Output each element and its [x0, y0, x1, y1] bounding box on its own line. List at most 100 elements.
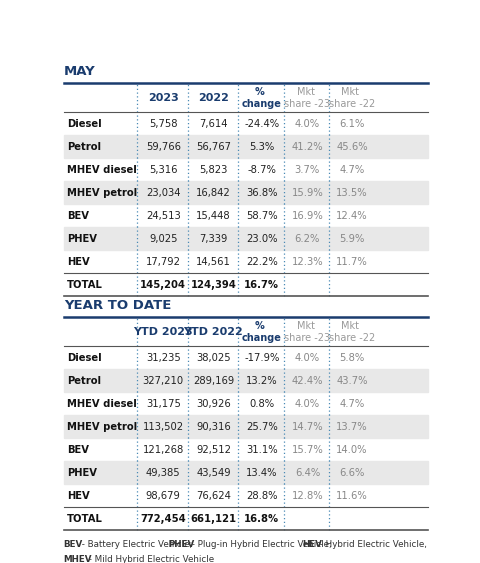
- Text: 3.7%: 3.7%: [295, 164, 320, 175]
- Text: 98,679: 98,679: [146, 490, 180, 501]
- Text: -8.7%: -8.7%: [247, 164, 276, 175]
- Text: 31.1%: 31.1%: [246, 445, 277, 455]
- Text: 11.6%: 11.6%: [336, 490, 368, 501]
- Bar: [64, 461, 428, 484]
- Text: 25.7%: 25.7%: [246, 422, 278, 432]
- Text: 9,025: 9,025: [149, 234, 178, 244]
- Text: 4.7%: 4.7%: [339, 164, 365, 175]
- Text: TOTAL: TOTAL: [67, 280, 103, 289]
- Text: 28.8%: 28.8%: [246, 490, 277, 501]
- Text: YEAR TO DATE: YEAR TO DATE: [64, 298, 171, 312]
- Text: Diesel: Diesel: [67, 119, 101, 129]
- Text: 121,268: 121,268: [143, 445, 184, 455]
- Text: 23,034: 23,034: [146, 187, 180, 198]
- Text: 14,561: 14,561: [196, 257, 231, 266]
- Text: 38,025: 38,025: [196, 353, 231, 363]
- Text: 4.0%: 4.0%: [295, 353, 320, 363]
- Bar: [64, 227, 428, 250]
- Text: 11.7%: 11.7%: [336, 257, 368, 266]
- Text: % 
change: % change: [242, 321, 282, 343]
- Text: 0.8%: 0.8%: [249, 399, 275, 409]
- Text: 13.2%: 13.2%: [246, 376, 277, 386]
- Text: 5,823: 5,823: [199, 164, 228, 175]
- Text: - Hybrid Electric Vehicle,: - Hybrid Electric Vehicle,: [317, 540, 427, 549]
- Text: Petrol: Petrol: [67, 142, 101, 151]
- Text: Petrol: Petrol: [67, 376, 101, 386]
- Text: 16.7%: 16.7%: [244, 280, 279, 289]
- Bar: [64, 181, 428, 204]
- Text: 5.3%: 5.3%: [249, 142, 275, 151]
- Text: MHEV: MHEV: [64, 555, 92, 563]
- Text: Mkt 
share -23: Mkt share -23: [284, 321, 330, 343]
- Text: 113,502: 113,502: [143, 422, 184, 432]
- Bar: [64, 135, 428, 158]
- Text: Mkt 
share -22: Mkt share -22: [329, 321, 375, 343]
- Text: 92,512: 92,512: [196, 445, 231, 455]
- Text: HEV: HEV: [67, 490, 89, 501]
- Bar: [64, 369, 428, 392]
- Text: -17.9%: -17.9%: [244, 353, 279, 363]
- Text: % 
change: % change: [242, 87, 282, 109]
- Text: 13.5%: 13.5%: [336, 187, 368, 198]
- Text: 6.4%: 6.4%: [295, 468, 320, 477]
- Text: PHEV: PHEV: [168, 540, 195, 549]
- Text: 42.4%: 42.4%: [292, 376, 323, 386]
- Text: PHEV: PHEV: [67, 468, 96, 477]
- Text: 124,394: 124,394: [191, 280, 236, 289]
- Text: 23.0%: 23.0%: [246, 234, 277, 244]
- Text: 49,385: 49,385: [146, 468, 180, 477]
- Text: 43,549: 43,549: [196, 468, 231, 477]
- Text: - Mild Hybrid Electric Vehicle: - Mild Hybrid Electric Vehicle: [86, 555, 214, 563]
- Text: BEV: BEV: [67, 211, 89, 221]
- Text: 145,204: 145,204: [140, 280, 186, 289]
- Text: 12.3%: 12.3%: [291, 257, 323, 266]
- Text: 2023: 2023: [148, 93, 179, 103]
- Text: 15.7%: 15.7%: [291, 445, 323, 455]
- Text: 41.2%: 41.2%: [291, 142, 323, 151]
- Text: 15,448: 15,448: [196, 211, 231, 221]
- Text: Mkt 
share -23: Mkt share -23: [284, 87, 330, 109]
- Text: TOTAL: TOTAL: [67, 513, 103, 524]
- Text: MHEV diesel: MHEV diesel: [67, 399, 136, 409]
- Text: 5.8%: 5.8%: [339, 353, 365, 363]
- Text: PHEV: PHEV: [67, 234, 96, 244]
- Text: HEV: HEV: [302, 540, 322, 549]
- Text: Mkt 
share -22: Mkt share -22: [329, 87, 375, 109]
- Text: 59,766: 59,766: [146, 142, 181, 151]
- Text: 56,767: 56,767: [196, 142, 231, 151]
- Text: 289,169: 289,169: [193, 376, 234, 386]
- Text: 30,926: 30,926: [196, 399, 231, 409]
- Text: 772,454: 772,454: [140, 513, 186, 524]
- Text: 14.0%: 14.0%: [336, 445, 368, 455]
- Text: Diesel: Diesel: [67, 353, 101, 363]
- Text: 13.7%: 13.7%: [336, 422, 368, 432]
- Text: MHEV diesel: MHEV diesel: [67, 164, 136, 175]
- Text: 12.4%: 12.4%: [336, 211, 368, 221]
- Text: 12.8%: 12.8%: [291, 490, 323, 501]
- Text: BEV: BEV: [67, 445, 89, 455]
- Text: MAY: MAY: [64, 65, 96, 78]
- Text: 13.4%: 13.4%: [246, 468, 277, 477]
- Text: YTD 2023: YTD 2023: [133, 327, 193, 337]
- Text: 16.8%: 16.8%: [244, 513, 279, 524]
- Text: 14.7%: 14.7%: [291, 422, 323, 432]
- Text: 5,758: 5,758: [149, 119, 178, 129]
- Text: 36.8%: 36.8%: [246, 187, 277, 198]
- Text: 327,210: 327,210: [143, 376, 184, 386]
- Text: YTD 2022: YTD 2022: [183, 327, 243, 337]
- Text: 7,339: 7,339: [199, 234, 228, 244]
- Text: 6.1%: 6.1%: [339, 119, 365, 129]
- Text: 31,235: 31,235: [146, 353, 180, 363]
- Text: 16.9%: 16.9%: [291, 211, 323, 221]
- Text: - Plug-in Hybrid Electric Vehicle;: - Plug-in Hybrid Electric Vehicle;: [189, 540, 335, 549]
- Text: 22.2%: 22.2%: [246, 257, 278, 266]
- Text: -24.4%: -24.4%: [244, 119, 279, 129]
- Text: 76,624: 76,624: [196, 490, 231, 501]
- Text: MHEV petrol: MHEV petrol: [67, 422, 137, 432]
- Text: MHEV petrol: MHEV petrol: [67, 187, 137, 198]
- Text: 4.0%: 4.0%: [295, 399, 320, 409]
- Text: 5,316: 5,316: [149, 164, 178, 175]
- Text: 45.6%: 45.6%: [336, 142, 368, 151]
- Text: 5.9%: 5.9%: [339, 234, 365, 244]
- Text: 4.7%: 4.7%: [339, 399, 365, 409]
